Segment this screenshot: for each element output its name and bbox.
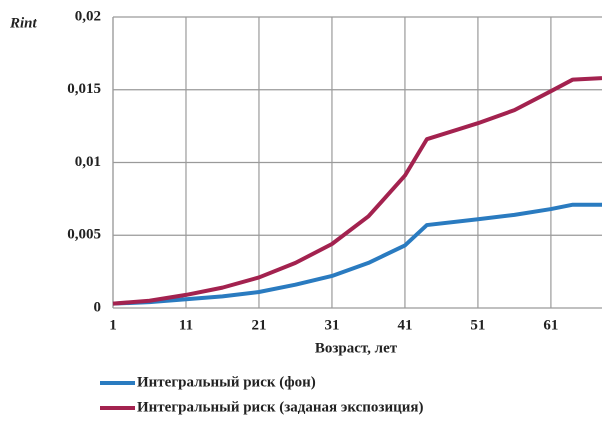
legend-label: Интегральный риск (фон) bbox=[137, 374, 316, 390]
x-tick-label: 1 bbox=[109, 317, 117, 333]
x-tick-label: 11 bbox=[179, 317, 193, 333]
y-axis-label: Rint bbox=[9, 15, 38, 31]
y-tick-label: 0,01 bbox=[75, 154, 101, 170]
x-tick-label: 51 bbox=[470, 317, 485, 333]
y-tick-label: 0,02 bbox=[75, 8, 101, 24]
x-axis-label: Возраст, лет bbox=[315, 340, 398, 356]
x-tick-label: 41 bbox=[397, 317, 412, 333]
x-tick-label: 61 bbox=[543, 317, 558, 333]
x-tick-label: 31 bbox=[324, 317, 339, 333]
y-tick-label: 0,005 bbox=[67, 227, 101, 243]
y-tick-label: 0 bbox=[94, 299, 102, 315]
series-line bbox=[112, 76, 602, 306]
series-line bbox=[112, 202, 602, 306]
legend-label: Интегральный риск (заданая экспозиция) bbox=[137, 399, 424, 415]
y-tick-label: 0,015 bbox=[67, 81, 101, 97]
x-tick-label: 21 bbox=[251, 317, 266, 333]
